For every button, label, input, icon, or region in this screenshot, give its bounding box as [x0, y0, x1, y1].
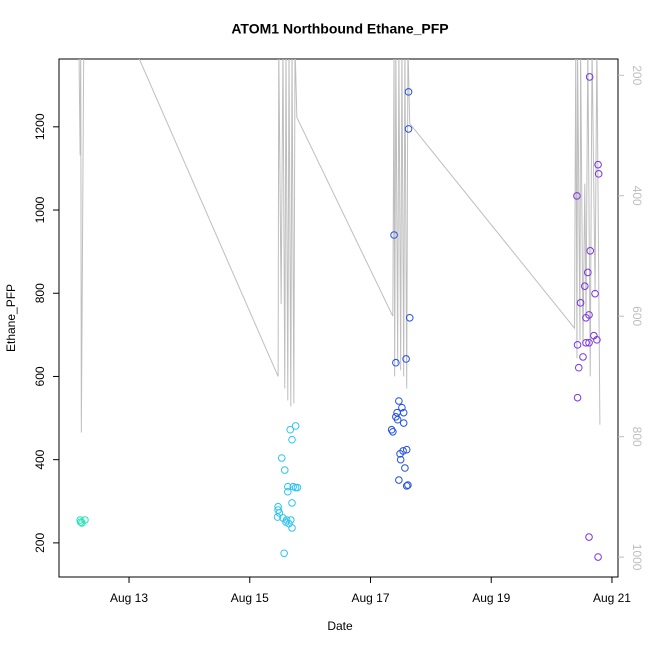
point — [395, 476, 403, 484]
point — [593, 336, 601, 344]
point — [280, 549, 288, 558]
y-tick-label: 1200 — [33, 113, 47, 140]
y2-tick-label: 1000 — [630, 544, 644, 571]
point — [288, 435, 296, 444]
point — [399, 447, 407, 455]
point — [585, 311, 593, 319]
point — [585, 533, 593, 541]
point — [275, 509, 284, 517]
chart-title: ATOM1 Northbound Ethane_PFP — [231, 21, 448, 37]
point — [584, 268, 592, 277]
point — [393, 415, 402, 424]
point — [594, 553, 602, 561]
point — [574, 363, 583, 372]
point — [401, 464, 409, 472]
point — [293, 483, 302, 492]
point — [280, 466, 289, 474]
point — [594, 160, 602, 169]
point — [399, 408, 408, 417]
point — [404, 125, 413, 133]
point — [273, 513, 282, 521]
point — [283, 482, 292, 491]
point — [573, 393, 582, 402]
point — [404, 481, 412, 489]
plot-area — [76, 59, 603, 561]
point — [579, 353, 587, 361]
point — [288, 499, 296, 507]
point — [591, 289, 599, 298]
point — [291, 422, 300, 430]
point — [398, 403, 406, 412]
point — [286, 425, 295, 434]
point — [390, 231, 398, 239]
point — [395, 397, 403, 405]
point — [396, 455, 405, 464]
y-tick-label: 600 — [33, 366, 47, 386]
x-tick-label: Aug 19 — [472, 591, 510, 605]
point — [387, 425, 396, 434]
point — [405, 313, 414, 322]
point — [573, 341, 582, 349]
plot-frame — [58, 58, 619, 578]
y-tick-label: 200 — [33, 533, 47, 553]
y2-tick-label: 800 — [630, 427, 644, 447]
y2-tick-label: 400 — [630, 186, 644, 206]
x-tick-label: Aug 13 — [110, 591, 148, 605]
y-tick-label: 400 — [33, 449, 47, 469]
point — [389, 427, 397, 436]
point — [585, 73, 594, 81]
y-tick-label: 800 — [33, 283, 47, 303]
y2-tick-label: 600 — [630, 306, 644, 326]
point — [282, 518, 290, 526]
point — [576, 299, 585, 307]
x-tick-label: Aug 21 — [593, 591, 631, 605]
point — [288, 524, 296, 532]
point — [392, 358, 400, 367]
point — [585, 338, 593, 347]
x-tick-label: Aug 15 — [231, 591, 269, 605]
point — [277, 454, 286, 462]
point — [76, 518, 85, 526]
point — [402, 445, 411, 454]
point — [287, 516, 295, 524]
point — [399, 419, 408, 427]
point — [594, 170, 603, 178]
point — [283, 487, 292, 496]
point — [580, 282, 589, 290]
point — [586, 247, 595, 255]
y-axis-label: Ethane_PFP — [4, 284, 18, 352]
x-axis-label: Date — [327, 619, 353, 633]
y-tick-label: 1000 — [33, 196, 47, 223]
point — [402, 355, 410, 363]
line-series — [78, 59, 601, 433]
point — [582, 338, 590, 347]
point — [81, 516, 89, 524]
x-tick-label: Aug 17 — [351, 591, 389, 605]
point — [573, 192, 581, 200]
point — [402, 482, 411, 490]
point — [404, 88, 413, 96]
y2-tick-label: 200 — [630, 65, 644, 85]
